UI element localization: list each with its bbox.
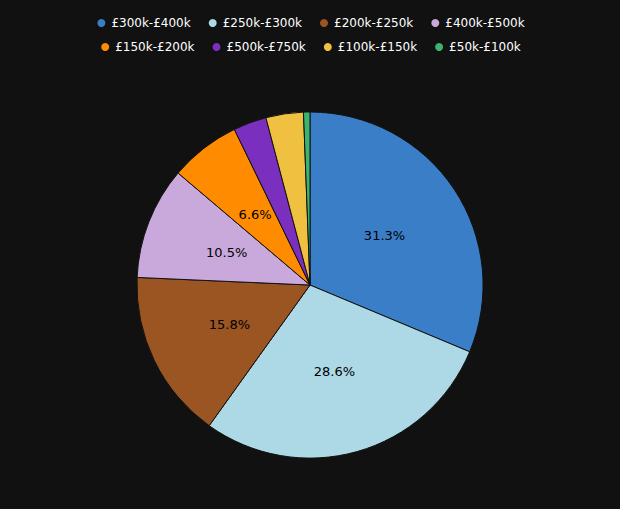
svg-text:£250k-£300k: £250k-£300k bbox=[223, 16, 302, 30]
svg-text:31.3%: 31.3% bbox=[364, 228, 405, 243]
svg-text:£50k-£100k: £50k-£100k bbox=[449, 40, 521, 54]
svg-text:£100k-£150k: £100k-£150k bbox=[338, 40, 417, 54]
svg-text:£400k-£500k: £400k-£500k bbox=[445, 16, 524, 30]
svg-text:10.5%: 10.5% bbox=[206, 245, 247, 260]
svg-text:15.8%: 15.8% bbox=[209, 317, 250, 332]
svg-text:6.6%: 6.6% bbox=[239, 207, 272, 222]
svg-text:£200k-£250k: £200k-£250k bbox=[334, 16, 413, 30]
svg-text:£300k-£400k: £300k-£400k bbox=[111, 16, 190, 30]
svg-text:£150k-£200k: £150k-£200k bbox=[115, 40, 194, 54]
svg-text:28.6%: 28.6% bbox=[314, 364, 355, 379]
svg-text:£500k-£750k: £500k-£750k bbox=[227, 40, 306, 54]
